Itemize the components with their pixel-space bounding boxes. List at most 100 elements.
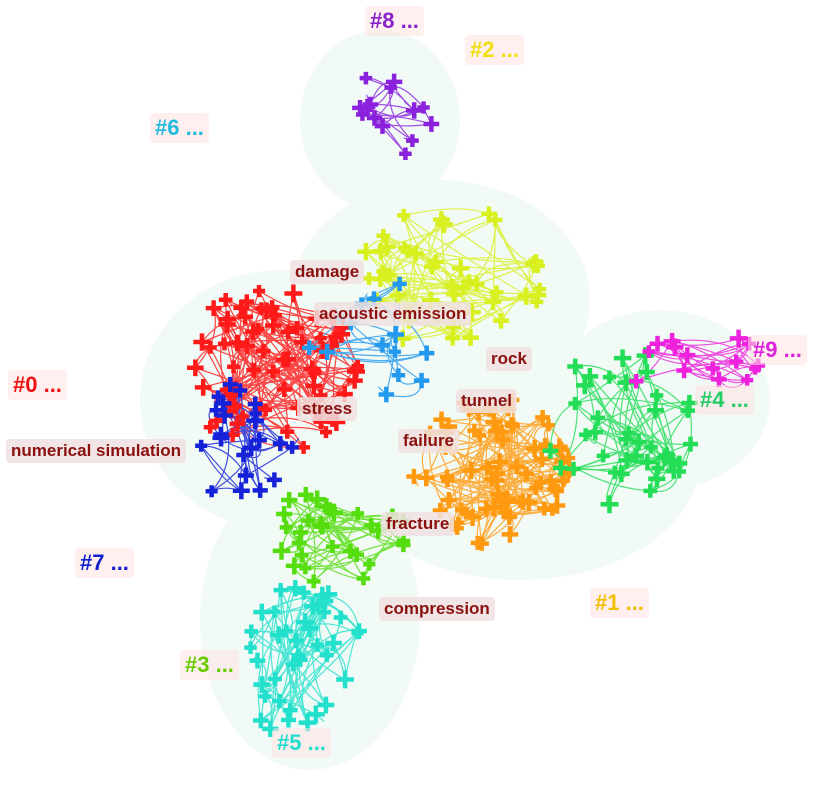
- edge: [383, 235, 432, 301]
- node: [319, 585, 338, 604]
- keyword-label: acoustic emission: [314, 302, 472, 326]
- node: [285, 557, 303, 575]
- node: [419, 345, 435, 361]
- node: [298, 486, 314, 503]
- edge: [305, 494, 316, 582]
- node: [317, 696, 335, 714]
- node: [276, 381, 292, 398]
- node: [237, 467, 254, 484]
- node: [711, 371, 727, 388]
- node: [272, 436, 288, 452]
- node: [299, 562, 312, 575]
- node: [203, 420, 217, 434]
- node: [451, 259, 470, 277]
- node: [729, 354, 744, 369]
- node: [296, 585, 311, 600]
- node: [336, 670, 354, 689]
- node: [488, 422, 506, 440]
- node: [258, 302, 275, 319]
- node: [232, 482, 250, 500]
- node: [301, 340, 317, 355]
- node: [328, 329, 344, 345]
- node: [485, 413, 503, 431]
- edge: [494, 219, 541, 290]
- node: [242, 439, 260, 457]
- node: [662, 451, 680, 470]
- node: [245, 323, 262, 340]
- node: [319, 648, 334, 663]
- node: [349, 547, 364, 562]
- edge: [446, 476, 537, 491]
- node: [568, 396, 582, 411]
- node: [246, 411, 264, 430]
- node: [567, 358, 584, 375]
- node: [284, 284, 303, 303]
- node: [650, 388, 664, 403]
- node: [276, 505, 293, 523]
- node: [666, 463, 682, 479]
- node: [518, 466, 534, 482]
- node: [528, 254, 544, 270]
- edge: [589, 375, 665, 459]
- node: [237, 308, 254, 325]
- node: [236, 410, 249, 423]
- node: [249, 652, 266, 669]
- node: [280, 324, 296, 340]
- node: [363, 558, 376, 571]
- node: [193, 333, 211, 351]
- node: [288, 633, 304, 649]
- edge: [273, 611, 346, 681]
- node: [644, 440, 658, 454]
- cluster-label: #9 ...: [748, 335, 807, 365]
- node: [195, 439, 208, 452]
- keyword-label: rock: [486, 347, 532, 371]
- node: [705, 361, 720, 376]
- node: [317, 605, 332, 620]
- node: [651, 461, 665, 475]
- edge: [200, 445, 242, 492]
- node: [366, 110, 383, 126]
- node: [289, 320, 305, 336]
- node: [388, 345, 401, 358]
- edge: [327, 351, 427, 363]
- node: [376, 228, 391, 243]
- node: [280, 491, 298, 509]
- node: [462, 461, 480, 480]
- node: [428, 254, 444, 270]
- node: [256, 344, 271, 359]
- node: [287, 580, 304, 597]
- keyword-label: numerical simulation: [6, 439, 187, 463]
- node: [392, 276, 407, 291]
- node: [460, 506, 473, 520]
- node: [311, 599, 325, 612]
- node: [230, 335, 246, 350]
- node: [372, 271, 389, 288]
- node: [310, 638, 325, 652]
- node: [741, 373, 754, 387]
- edge: [648, 350, 748, 381]
- node: [729, 329, 748, 348]
- node: [407, 245, 424, 262]
- edge: [387, 334, 399, 376]
- node: [533, 451, 550, 468]
- node: [575, 376, 594, 395]
- node: [351, 506, 365, 520]
- node: [509, 459, 525, 475]
- node: [209, 403, 223, 417]
- node: [542, 418, 555, 432]
- node: [467, 423, 482, 438]
- edge: [365, 251, 454, 339]
- edge: [574, 355, 646, 405]
- node: [259, 403, 273, 417]
- node: [357, 243, 375, 261]
- node: [238, 338, 256, 355]
- node: [212, 429, 230, 447]
- edge: [477, 424, 513, 544]
- node: [561, 451, 576, 465]
- node: [468, 276, 485, 292]
- node: [374, 118, 391, 134]
- keyword-label: tunnel: [456, 389, 517, 413]
- edge: [379, 219, 496, 280]
- node: [556, 473, 570, 488]
